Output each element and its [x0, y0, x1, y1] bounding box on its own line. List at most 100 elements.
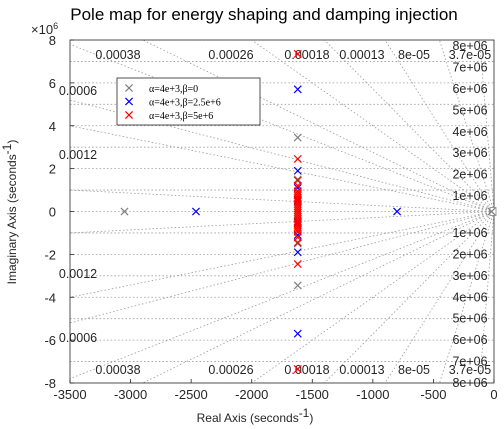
- frequency-label: 1e+06: [452, 189, 487, 203]
- marker-stroke: [124, 110, 134, 120]
- pole-marker: [293, 133, 302, 142]
- damping-label: 0.00026: [208, 48, 253, 62]
- marker-stroke: [293, 239, 302, 248]
- frequency-label: 4e+06: [452, 290, 487, 304]
- damping-ray: [142, 40, 494, 212]
- y-tick-label: -2: [44, 247, 56, 262]
- frequency-label: 1e+06: [452, 226, 487, 240]
- damping-label: 0.00018: [284, 48, 329, 62]
- pole-markers: [120, 49, 496, 374]
- legend-entry-label: α=4e+3,β=0: [149, 84, 198, 95]
- frequency-label: 5e+06: [452, 103, 487, 117]
- frequency-label: 2e+06: [452, 247, 487, 261]
- frequency-label: 5e+06: [452, 312, 487, 326]
- damping-ray: [324, 40, 494, 212]
- marker-stroke: [293, 154, 302, 164]
- frequency-label: 6e+06: [452, 82, 487, 96]
- marker-stroke: [120, 207, 129, 216]
- frequency-label: 8e+06: [452, 376, 487, 390]
- damping-label: 0.0006: [59, 84, 97, 98]
- damping-ray: [384, 211, 494, 383]
- y-tick-label: 0: [49, 205, 56, 220]
- damping-label: 8e-05: [398, 363, 430, 377]
- damping-ray: [439, 40, 494, 212]
- damping-ray: [70, 211, 494, 234]
- damping-ray: [70, 211, 494, 324]
- damping-label: 0.00038: [95, 48, 140, 62]
- pole-marker: [293, 154, 302, 164]
- marker-stroke: [293, 85, 302, 94]
- legend-entry-label: α=4e+3,β=5e+6: [149, 111, 213, 122]
- frequency-label: 4e+06: [452, 125, 487, 139]
- damping-label: 0.0006: [59, 331, 97, 345]
- x-axis-label: Real Axis (seconds-1): [197, 406, 314, 425]
- y-exponent-label: ×106: [31, 21, 58, 37]
- marker-stroke: [293, 208, 302, 217]
- frequency-label: 3e+06: [452, 269, 487, 283]
- series-markers: [293, 49, 302, 374]
- frequency-label: 8e+06: [452, 39, 487, 53]
- pole-marker: [293, 49, 302, 58]
- pole-marker: [120, 207, 129, 216]
- pole-marker: [293, 329, 302, 338]
- x-tick-label: -1000: [356, 387, 389, 402]
- x-tick-label: -2500: [175, 387, 208, 402]
- marker-stroke: [293, 206, 302, 215]
- pole-marker: [293, 248, 302, 257]
- frequency-label: 7e+06: [452, 355, 487, 369]
- pole-marker: [124, 83, 134, 93]
- pole-marker: [293, 208, 302, 217]
- damping-label: 3.7e-05: [449, 48, 491, 62]
- damping-ray: [70, 189, 494, 212]
- pole-marker: [293, 239, 302, 248]
- y-tick-label: 2: [49, 162, 56, 177]
- pole-marker: [191, 207, 201, 216]
- damping-ray: [251, 40, 494, 212]
- y-tick-label: -8: [44, 376, 56, 391]
- damping-ray: [70, 211, 494, 380]
- chart-title: Pole map for energy shaping and damping …: [70, 5, 457, 24]
- damping-ray: [142, 211, 494, 383]
- frequency-label: 3e+06: [452, 146, 487, 160]
- legend-entry-label: α=4e+3,β=2.5e+6: [149, 98, 221, 109]
- damping-label: 0.00026: [208, 363, 253, 377]
- x-tick-label: 0: [490, 387, 497, 402]
- damping-ray: [479, 211, 494, 383]
- y-tick-label: -4: [44, 290, 56, 305]
- damping-label: 0.0012: [59, 267, 97, 281]
- marker-stroke: [293, 133, 302, 142]
- y-axis-label: Imaginary Axis (seconds-1): [0, 140, 19, 285]
- damping-ray: [70, 43, 494, 212]
- pole-marker: [124, 110, 134, 120]
- grid-labels: 0.00038 0.00026 0.00018 0.00013 8e-05 3.7e-05…: [59, 39, 491, 390]
- y-tick-label: 6: [49, 76, 56, 91]
- pole-marker: [293, 259, 302, 269]
- damping-ray: [384, 40, 494, 212]
- pole-marker: [293, 166, 302, 175]
- damping-label: 0.0012: [59, 148, 97, 162]
- damping-label: 0.00013: [339, 48, 384, 62]
- pole-marker: [393, 207, 402, 216]
- tick-labels: -3500 -3000 -2500 -2000 -1500 -1000 -500 0 -8 -6 -…: [44, 33, 497, 402]
- y-tick-label: -6: [44, 333, 56, 348]
- damping-label: 0.00038: [95, 363, 140, 377]
- marker-stroke: [293, 259, 302, 269]
- legend: α=4e+3,β=0 α=4e+3,β=2.5e+6 α=4e+3,β=5e+6: [116, 77, 261, 126]
- pole-marker: [293, 206, 302, 215]
- damping-label: 0.00018: [284, 363, 329, 377]
- pole-marker: [293, 175, 302, 184]
- damping-label: 8e-05: [398, 48, 430, 62]
- damping-ray: [251, 211, 494, 383]
- marker-stroke: [293, 248, 302, 257]
- y-tick-label: 4: [49, 119, 56, 134]
- marker-stroke: [293, 49, 302, 58]
- pole-marker: [124, 97, 134, 106]
- marker-stroke: [124, 83, 134, 93]
- pole-marker: [293, 85, 302, 94]
- x-tick-label: -3500: [53, 387, 86, 402]
- x-tick-label: -1500: [296, 387, 329, 402]
- marker-stroke: [293, 365, 302, 374]
- legend-box: [116, 77, 261, 126]
- frequency-label: 2e+06: [452, 168, 487, 182]
